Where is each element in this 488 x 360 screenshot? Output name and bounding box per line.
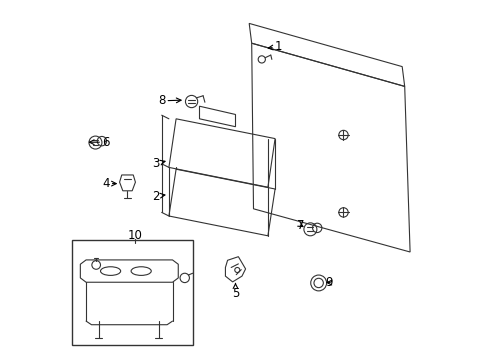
Text: 10: 10 bbox=[127, 229, 142, 242]
Text: 7: 7 bbox=[296, 219, 304, 231]
Text: 3: 3 bbox=[152, 157, 164, 170]
Text: 4: 4 bbox=[102, 177, 116, 190]
Text: 1: 1 bbox=[268, 40, 282, 53]
Text: 9: 9 bbox=[325, 276, 332, 289]
Text: 6: 6 bbox=[89, 136, 109, 149]
Text: 5: 5 bbox=[231, 284, 239, 300]
Text: 2: 2 bbox=[152, 190, 164, 203]
Text: 8: 8 bbox=[158, 94, 181, 107]
